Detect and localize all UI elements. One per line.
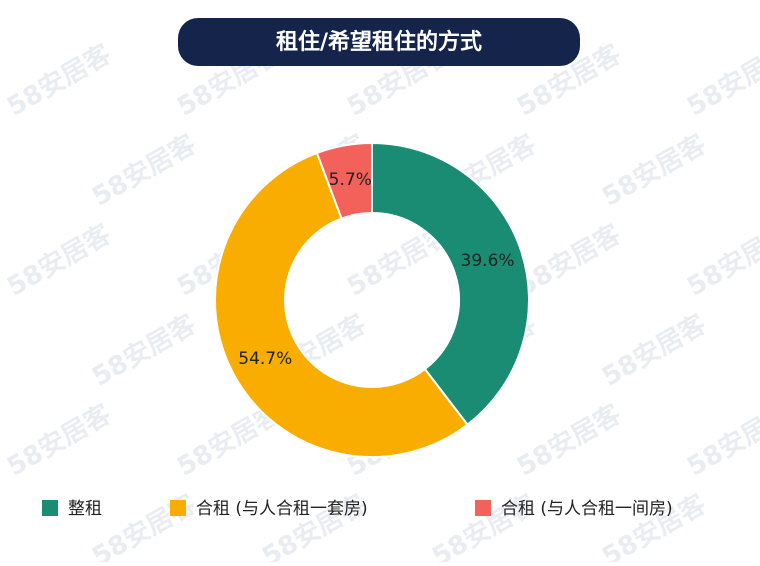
legend-swatch	[170, 500, 186, 516]
slice	[315, 141, 373, 220]
watermark: 58安居客	[87, 128, 202, 212]
watermark: 58安居客	[2, 398, 117, 482]
legend-label: 合租 (与人合租一间房)	[501, 499, 673, 519]
watermark: 58安居客	[87, 308, 202, 392]
legend-label: 整租	[68, 499, 102, 519]
legend-label: 合租 (与人合租一套房)	[196, 499, 368, 519]
chart-title: 租住/希望租住的方式	[276, 29, 482, 55]
value-label: 54.7%	[238, 349, 292, 369]
watermark: 58安居客	[682, 218, 760, 302]
watermark: 58安居客	[682, 398, 760, 482]
watermark: 58安居客	[512, 398, 627, 482]
legend-swatch	[475, 500, 491, 516]
slice	[214, 151, 469, 458]
value-label: 5.7%	[329, 170, 372, 190]
legend-swatch	[42, 500, 58, 516]
watermark: 58安居客	[597, 128, 712, 212]
value-label: 39.6%	[461, 251, 515, 271]
watermark: 58安居客	[682, 38, 760, 122]
watermark: 58安居客	[2, 38, 117, 122]
watermark: 58安居客	[597, 308, 712, 392]
watermark: 58安居客	[2, 218, 117, 302]
watermark: 58安居客	[87, 488, 202, 562]
title-background	[178, 18, 580, 66]
slice	[371, 141, 530, 427]
